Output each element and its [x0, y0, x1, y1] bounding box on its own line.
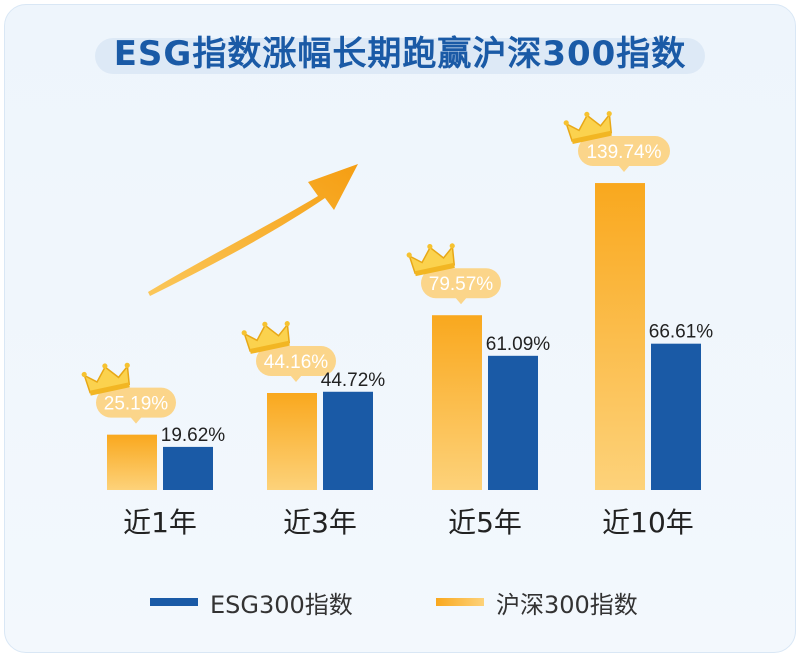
bar-esg: [323, 391, 373, 490]
label-pill-hs300: [256, 345, 336, 376]
data-label-esg: 61.09%: [486, 334, 551, 355]
legend-item-esg: ESG300指数: [150, 582, 353, 622]
label-pill-pointer: [618, 165, 630, 173]
category-tick-label: 近5年: [448, 506, 522, 539]
category-tick-label: 近10年: [602, 506, 694, 539]
data-label-esg: 19.62%: [161, 425, 226, 446]
data-label-esg: 66.61%: [649, 322, 714, 343]
crown-icon: [241, 321, 291, 354]
label-pill-pointer: [290, 374, 302, 382]
crown-icon: [563, 111, 613, 144]
label-pill-hs300: [96, 387, 176, 418]
legend-label-esg: ESG300指数: [210, 590, 353, 619]
category-tick-label: 近3年: [283, 506, 357, 539]
bar-hs300: [595, 183, 645, 490]
bar-hs300: [267, 392, 317, 490]
data-label-esg: 44.72%: [321, 370, 386, 391]
crown-icon: [406, 243, 456, 277]
bar-esg: [163, 446, 213, 490]
legend-item-hs300: 沪深300指数: [436, 582, 638, 622]
bar-hs300: [432, 315, 482, 490]
data-label-hs300: 25.19%: [104, 394, 169, 415]
label-pill-pointer: [455, 297, 467, 305]
legend-label-hs300: 沪深300指数: [496, 590, 638, 619]
data-label-hs300: 139.74%: [586, 142, 661, 163]
bar-esg: [488, 355, 538, 490]
label-pill-pointer: [130, 416, 142, 424]
data-label-hs300: 79.57%: [429, 274, 494, 295]
legend-swatch-esg: [150, 598, 198, 606]
bar-hs300: [107, 434, 157, 490]
chart-title: ESG指数涨幅长期跑赢沪深300指数: [113, 34, 687, 74]
title-band: [95, 38, 705, 74]
trend-arrow-icon: [148, 164, 358, 296]
chart-card: [4, 4, 796, 653]
bar-esg: [651, 343, 701, 490]
label-pill-hs300: [421, 268, 501, 299]
crown-icon: [81, 362, 131, 396]
category-tick-label: 近1年: [123, 506, 197, 539]
label-pill-hs300: [578, 136, 670, 167]
legend-swatch-hs300: [436, 598, 484, 606]
data-label-hs300: 44.16%: [264, 352, 329, 373]
